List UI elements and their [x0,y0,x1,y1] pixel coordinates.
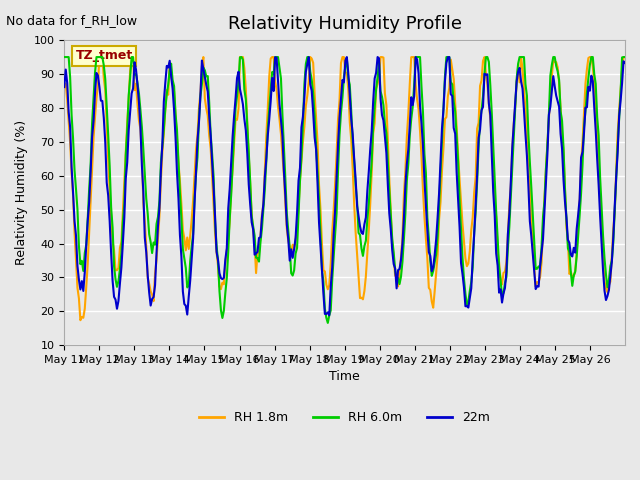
22m [620,59,627,64]
RH 1.8m [620,54,627,60]
RH 6.0m [461,291,469,297]
Text: TZ_tmet: TZ_tmet [76,49,132,62]
Line: 22m: 22m [64,57,625,315]
RH 6.0m [60,54,68,60]
RH 1.8m [77,317,84,323]
RH 1.8m [60,81,68,87]
22m [463,303,471,309]
22m [547,104,554,109]
Line: RH 6.0m: RH 6.0m [64,57,625,323]
22m [60,84,68,90]
RH 6.0m [621,54,629,60]
RH 1.8m [621,54,629,60]
RH 6.0m [545,112,553,118]
RH 1.8m [95,54,103,60]
RH 1.8m [100,75,108,81]
Title: Relativity Humidity Profile: Relativity Humidity Profile [228,15,461,33]
22m [352,176,360,182]
RH 1.8m [463,264,471,269]
22m [97,98,105,104]
22m [79,288,87,294]
Text: No data for f_RH_low: No data for f_RH_low [6,14,138,27]
RH 6.0m [79,268,87,274]
RH 6.0m [324,320,332,326]
Legend: RH 1.8m, RH 6.0m, 22m: RH 1.8m, RH 6.0m, 22m [194,407,495,430]
22m [325,312,333,318]
Line: RH 1.8m: RH 1.8m [64,57,625,320]
Y-axis label: Relativity Humidity (%): Relativity Humidity (%) [15,120,28,265]
RH 6.0m [350,157,358,163]
RH 6.0m [618,55,626,60]
RH 1.8m [81,306,88,312]
X-axis label: Time: Time [329,371,360,384]
RH 1.8m [547,91,554,97]
22m [305,54,312,60]
RH 1.8m [352,229,360,235]
RH 6.0m [97,54,105,60]
22m [621,60,629,66]
